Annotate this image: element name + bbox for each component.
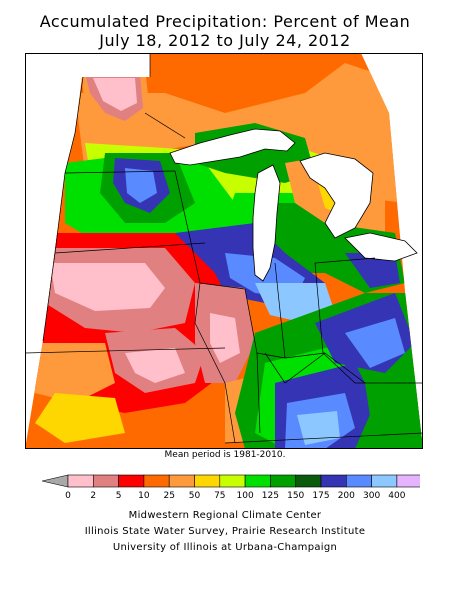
legend-swatch [92, 474, 119, 488]
legend-label: 2 [90, 491, 96, 501]
legend-swatch [118, 474, 145, 488]
legend-swatch [345, 474, 372, 488]
legend-label: 5 [116, 491, 122, 501]
precipitation-map [25, 53, 423, 449]
legend-swatch [244, 474, 271, 488]
credit-isws: Illinois State Water Survey, Prairie Res… [84, 526, 366, 537]
credit-mrcc: Midwestern Regional Climate Center [128, 510, 322, 521]
legend-label: 200 [338, 491, 355, 501]
legend-swatch [143, 474, 170, 488]
credit-uiuc: University of Illinois at Urbana-Champai… [112, 542, 338, 553]
legend-below-arrow [41, 474, 69, 488]
map-title: Accumulated Precipitation: Percent of Me… [39, 12, 411, 31]
legend-label: 175 [312, 491, 329, 501]
legend-label: 100 [237, 491, 254, 501]
legend-swatch [168, 474, 195, 488]
mean-period-note: Mean period is 1981-2010. [164, 450, 286, 460]
map-border [25, 53, 423, 449]
great-lakes [169, 128, 418, 282]
state-boundaries [25, 53, 423, 444]
legend-swatch [295, 474, 322, 488]
legend-label: 50 [189, 491, 201, 501]
legend-swatch [396, 474, 420, 488]
legend-label: 150 [287, 491, 304, 501]
legend-label: 25 [163, 491, 174, 501]
legend-swatch [219, 474, 246, 488]
legend-label: 10 [138, 491, 150, 501]
legend-swatch [320, 474, 347, 488]
color-legend: 0 2 5 10 25 50 75 100 125 150 175 200 300 400 [41, 474, 420, 501]
legend-swatch [371, 474, 398, 488]
legend-swatch [270, 474, 296, 488]
legend-swatch [67, 474, 94, 488]
legend-label: 0 [65, 491, 71, 501]
legend-label: 300 [363, 491, 380, 501]
legend-label: 75 [214, 491, 225, 501]
legend-label: 125 [262, 491, 279, 501]
map-date-range: July 18, 2012 to July 24, 2012 [99, 31, 351, 50]
legend-label: 400 [388, 491, 405, 501]
legend-swatch [194, 474, 221, 488]
